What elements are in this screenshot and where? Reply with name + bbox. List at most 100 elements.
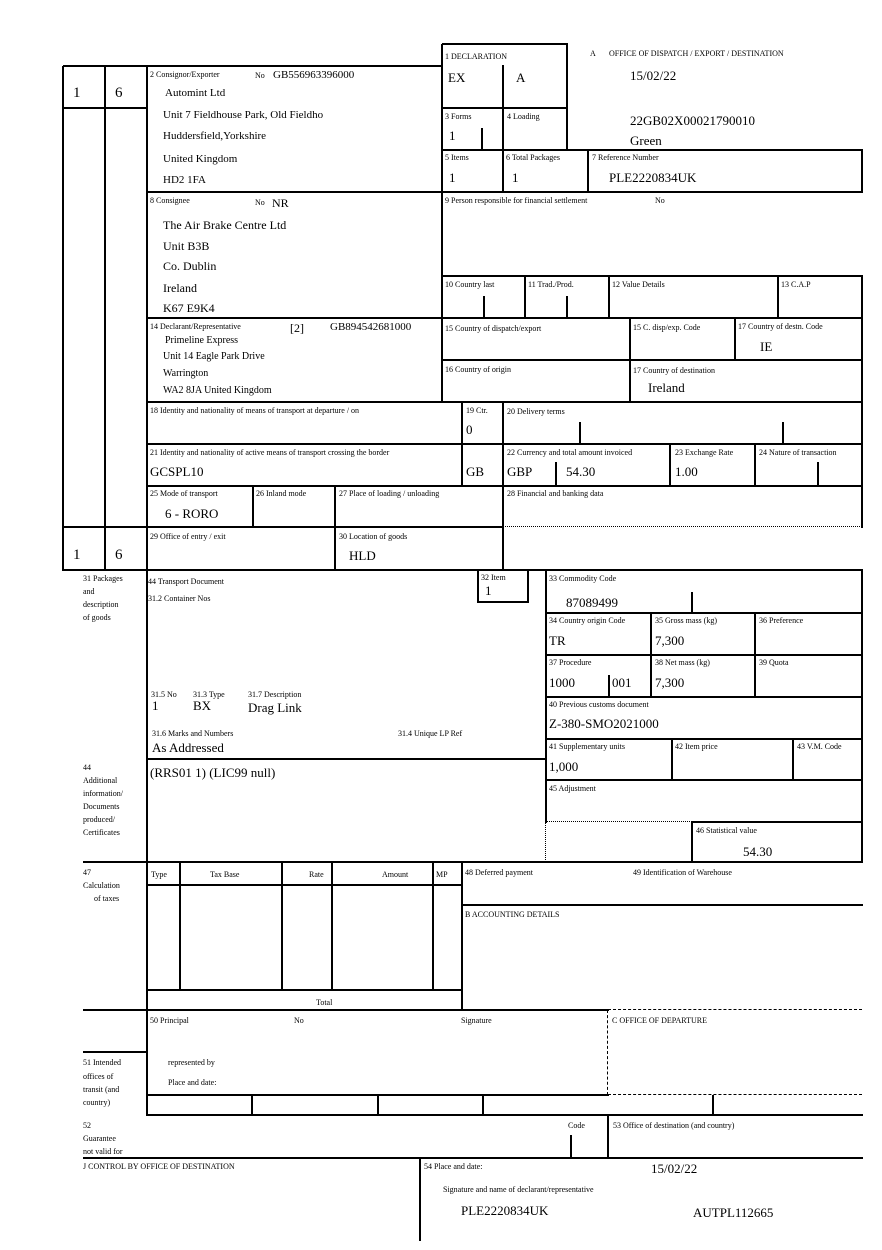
box2-label: 2 Consignor/Exporter [150, 70, 220, 79]
grid-line [147, 1114, 863, 1116]
invoice-amount: 54.30 [566, 464, 596, 479]
box12-label: 12 Value Details [612, 280, 665, 289]
package-type-label: 31.3 Type [193, 690, 225, 699]
declarant-eori: GB894542681000 [330, 321, 412, 333]
grid-line [441, 44, 443, 403]
grid-line [377, 1095, 379, 1116]
represented-by-label: represented by [168, 1058, 215, 1067]
consignee-line: The Air Brake Centre Ltd [163, 218, 287, 232]
additional-information: (RRS01 1) (LIC99 null) [150, 765, 276, 780]
grid-line [147, 884, 463, 886]
grid-line [251, 1095, 253, 1116]
grid-line [432, 862, 434, 991]
grid-line [587, 150, 589, 193]
grid-line [442, 149, 863, 151]
previous-document: Z-380-SMO2021000 [549, 716, 659, 731]
marks-value: As Addressed [152, 740, 224, 755]
supplementary-units: 1,000 [549, 759, 579, 774]
dashed-line [608, 1094, 862, 1095]
box45-label: 45 Adjustment [549, 784, 596, 793]
grid-line [608, 675, 610, 696]
box41-label: 41 Supplementary units [549, 742, 625, 751]
box44-side: Additional [83, 776, 118, 785]
declarant-line: Unit 14 Eagle Park Drive [163, 351, 265, 362]
box1-label: 1 DECLARATION [445, 52, 507, 61]
package-no: 1 [152, 698, 159, 713]
items-value: 1 [449, 170, 456, 185]
box22-label: 22 Currency and total amount invoiced [507, 448, 633, 457]
dashed-line [545, 822, 546, 862]
goods-description: Drag Link [248, 700, 302, 715]
box8-label: 8 Consignee [150, 196, 190, 205]
package-type: BX [193, 698, 212, 713]
destination-code: IE [760, 339, 773, 354]
box44-side: 44 [83, 763, 91, 772]
box49-label: 49 Identification of Warehouse [633, 868, 732, 877]
dashed-line [608, 1009, 862, 1010]
grid-line [147, 485, 863, 487]
declarant-line: Warrington [163, 368, 209, 379]
box47-side: Calculation [83, 881, 120, 890]
procedure-code: 1000 [549, 675, 575, 690]
box11-label: 11 Trad./Prod. [528, 280, 574, 289]
grid-line [546, 696, 863, 698]
copy-number: 6 [115, 85, 123, 101]
box50-no-label: No [294, 1016, 304, 1025]
unique-lp-ref-label: 31.4 Unique LP Ref [398, 729, 463, 738]
transport-document-label: 44 Transport Document [148, 577, 224, 586]
grid-line [579, 422, 581, 445]
box27-label: 27 Place of loading / unloading [339, 489, 440, 498]
consignee-line: Ireland [163, 281, 197, 295]
box30-label: 30 Location of goods [339, 532, 408, 541]
grid-line [608, 276, 610, 319]
grid-line [754, 613, 756, 698]
box36-label: 36 Preference [759, 616, 804, 625]
grid-line [817, 462, 819, 485]
grid-line [462, 904, 863, 906]
grid-line [502, 65, 504, 193]
grid-line [607, 1115, 609, 1159]
tax-column-header: Amount [382, 870, 409, 879]
box37-label: 37 Procedure [549, 658, 592, 667]
grid-line [83, 861, 863, 863]
box46-label: 46 Statistical value [696, 826, 757, 835]
grid-line [63, 526, 504, 528]
box10-label: 10 Country last [445, 280, 495, 289]
destination-country: Ireland [648, 380, 685, 395]
box42-label: 42 Item price [675, 742, 718, 751]
box51-side: country) [83, 1098, 111, 1107]
grid-line [442, 43, 568, 45]
box50-signature-label: Signature [461, 1016, 492, 1025]
box29-label: 29 Office of entry / exit [150, 532, 226, 541]
signature-label: Signature and name of declarant/represen… [443, 1185, 594, 1194]
box32-label: 32 Item [481, 573, 506, 582]
box9-label: 9 Person responsible for financial settl… [445, 196, 588, 205]
grid-line [861, 150, 863, 193]
tax-column-header: Tax Base [210, 870, 240, 879]
consignee-no: NR [272, 196, 289, 210]
total-packages-value: 1 [512, 170, 519, 185]
grid-line [334, 486, 336, 571]
box39-label: 39 Quota [759, 658, 789, 667]
box28-label: 28 Financial and banking data [507, 489, 604, 498]
grid-line [861, 570, 863, 863]
box9-no-label: No [655, 196, 665, 205]
grid-line [669, 444, 671, 487]
grid-line [712, 1095, 714, 1116]
grid-line [481, 128, 483, 149]
grid-line [83, 1051, 148, 1053]
procedure-sub-code: 001 [612, 675, 632, 690]
box31-side: and [83, 587, 95, 596]
grid-line [546, 612, 863, 614]
grid-line [527, 570, 529, 603]
grid-line [566, 296, 568, 317]
net-mass: 7,300 [655, 675, 685, 690]
consignor-line: Huddersfield,Yorkshire [163, 130, 267, 142]
grid-line [442, 275, 863, 277]
grid-line [691, 822, 693, 863]
grid-line [524, 276, 526, 319]
grid-line [546, 654, 863, 656]
declarant-line: Primeline Express [165, 335, 239, 346]
authorisation-number: AUTPL112665 [693, 1205, 774, 1220]
